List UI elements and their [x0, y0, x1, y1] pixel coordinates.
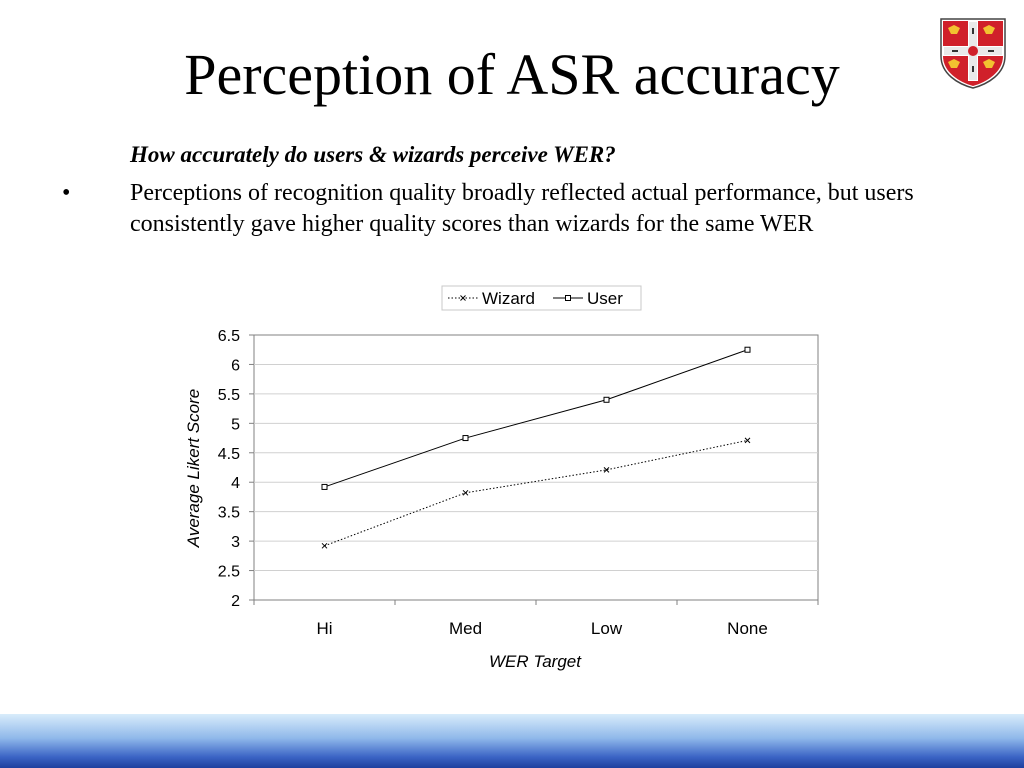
- x-tick-label: Hi: [316, 619, 332, 638]
- data-point-wizard: [321, 542, 328, 549]
- legend-marker-user: [565, 295, 571, 301]
- legend-item-user: User: [553, 289, 623, 308]
- line-chart: Wizard User 6.5 6 5.5 5 4.5 4 3.5 3 2.5 2 Hi Med Low…: [184, 285, 819, 671]
- legend-item-wizard: Wizard: [448, 289, 535, 308]
- y-tick-label: 4.5: [218, 446, 240, 463]
- x-tick-label: Low: [591, 619, 623, 638]
- data-point-user: [744, 346, 751, 353]
- y-axis-title: Average Likert Score: [184, 389, 203, 548]
- x-tick-label: Med: [449, 619, 482, 638]
- y-tick-label: 6: [231, 357, 240, 374]
- data-point-wizard: [744, 437, 751, 444]
- bullet-marker: •: [62, 180, 71, 206]
- x-axis-ticks: Hi Med Low None: [253, 600, 819, 638]
- legend-marker-wizard: [460, 295, 466, 301]
- data-point-wizard: [462, 489, 469, 496]
- y-tick-label: 2.5: [218, 564, 240, 581]
- data-point-user: [603, 396, 610, 403]
- bullet-text: Perceptions of recognition quality broad…: [130, 180, 914, 237]
- legend-box: [441, 285, 642, 311]
- slide-title: Perception of ASR accuracy: [184, 42, 840, 107]
- x-tick-label: None: [727, 619, 768, 638]
- legend-label-wizard: Wizard: [482, 289, 535, 308]
- data-point-user: [321, 483, 328, 490]
- y-tick-label: 3: [231, 534, 240, 551]
- y-tick-label: 6.5: [218, 328, 240, 345]
- data-point-user: [462, 435, 469, 442]
- question-text: How accurately do users & wizards percei…: [130, 142, 616, 167]
- series-line-user: [324, 349, 748, 488]
- y-tick-label: 5.5: [218, 387, 240, 404]
- footer-gradient-band: [0, 714, 1024, 768]
- series-user: [321, 346, 751, 490]
- y-tick-label: 2: [231, 593, 240, 610]
- legend-label-user: User: [587, 289, 623, 308]
- y-axis-ticks: 6.5 6 5.5 5 4.5 4 3.5 3 2.5 2: [218, 328, 254, 610]
- university-crest-icon: [940, 18, 1006, 89]
- y-tick-label: 5: [231, 416, 240, 433]
- chart-grid: [254, 363, 818, 572]
- chart-series: [321, 346, 751, 549]
- x-axis-title: WER Target: [489, 652, 582, 671]
- series-wizard: [321, 437, 751, 549]
- data-point-wizard: [603, 467, 610, 473]
- y-tick-label: 4: [231, 475, 240, 492]
- y-tick-label: 3.5: [218, 505, 240, 522]
- chart-legend: Wizard User: [441, 285, 642, 311]
- plot-area: [253, 334, 819, 601]
